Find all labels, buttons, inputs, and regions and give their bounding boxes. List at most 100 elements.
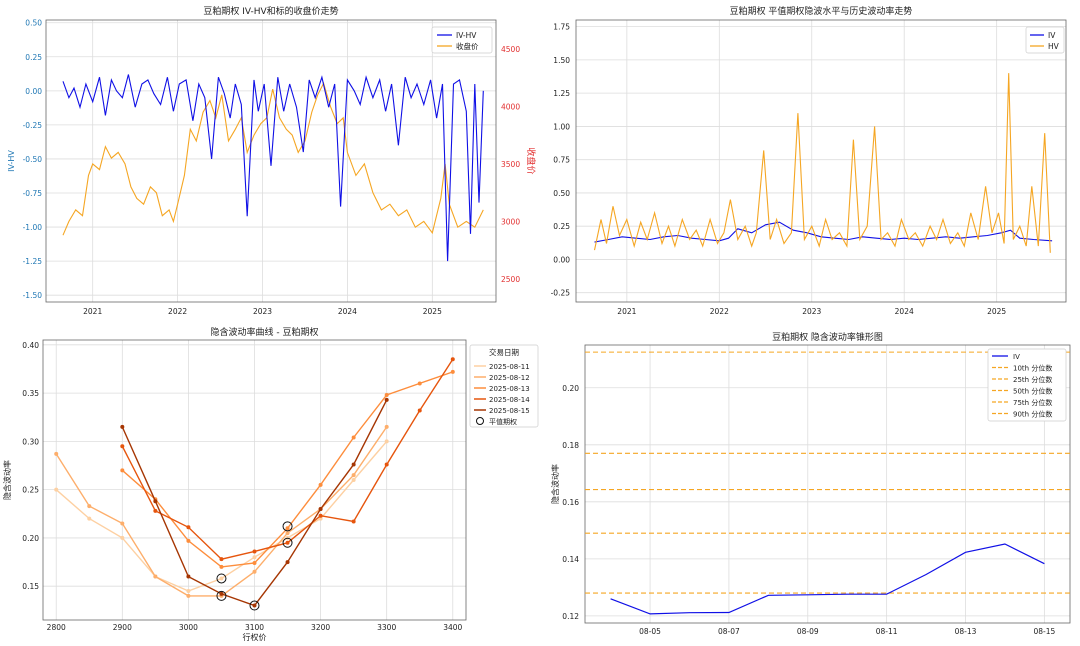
y-left-tick-label: -1.00 bbox=[23, 223, 43, 232]
y-right-tick-label: 3500 bbox=[501, 160, 520, 169]
y-axis-label: 隐含波动率 bbox=[2, 460, 12, 500]
atm-marker bbox=[216, 573, 227, 584]
y-axis-label: 隐含波动率 bbox=[550, 464, 560, 504]
x-tick-label: 08-15 bbox=[1033, 627, 1055, 636]
y-tick-label: 0.00 bbox=[553, 255, 570, 264]
legend-label: 2025-08-15 bbox=[489, 407, 530, 415]
data-point bbox=[384, 462, 389, 467]
legend-label: 75th 分位数 bbox=[1013, 398, 1052, 407]
y-tick-label: 1.00 bbox=[553, 122, 570, 131]
data-point bbox=[285, 526, 290, 531]
panel-iv-hv-level: 豆粕期权 平值期权隐波水平与历史波动率走势 1.75 1.50 1.25 1.00 0.7… bbox=[551, 5, 1067, 316]
legend-label: 2025-08-13 bbox=[489, 385, 530, 393]
atm-marker bbox=[282, 521, 293, 532]
x-tick-label: 2025 bbox=[987, 307, 1006, 316]
data-point bbox=[186, 538, 191, 543]
legend-label: 50th 分位数 bbox=[1013, 387, 1052, 396]
data-point bbox=[219, 557, 224, 562]
data-point bbox=[153, 574, 158, 579]
atm-marker bbox=[216, 590, 227, 601]
data-point bbox=[384, 439, 389, 444]
data-point bbox=[285, 540, 290, 545]
data-point bbox=[120, 535, 125, 540]
y-tick-label: 1.25 bbox=[553, 89, 570, 98]
y-right-tick-label: 2500 bbox=[501, 275, 520, 284]
y-tick-label: 0.50 bbox=[553, 189, 570, 198]
y-tick-label: 1.75 bbox=[553, 23, 570, 32]
y-tick-label: 0.18 bbox=[562, 441, 579, 450]
y-left-tick-label: -1.50 bbox=[23, 291, 43, 300]
chart-title: 豆粕期权 隐含波动率锥形图 bbox=[772, 331, 883, 343]
y-tick-label: 0.25 bbox=[22, 486, 39, 495]
y-left-tick-label: 0.00 bbox=[25, 87, 42, 96]
y-left-tick-label: -0.75 bbox=[23, 189, 43, 198]
x-tick-label: 2023 bbox=[802, 307, 821, 316]
data-point bbox=[351, 478, 356, 482]
x-tick-label: 2021 bbox=[617, 307, 636, 316]
x-tick-label: 08-09 bbox=[797, 627, 819, 636]
series-line-iv bbox=[610, 543, 1045, 615]
legend-swatch bbox=[476, 417, 484, 425]
y-left-tick-label: 0.25 bbox=[25, 53, 42, 62]
y-right-tick-label: 4500 bbox=[501, 45, 520, 54]
legend-label: 平值期权 bbox=[489, 417, 517, 426]
data-point bbox=[186, 574, 191, 579]
legend-label: 2025-08-11 bbox=[489, 363, 530, 371]
data-point bbox=[54, 487, 59, 492]
legend-label: 10th 分位数 bbox=[1013, 364, 1052, 373]
plot-frame bbox=[575, 19, 1067, 303]
data-point bbox=[252, 555, 257, 560]
legend-label: 90th 分位数 bbox=[1013, 410, 1052, 419]
data-point bbox=[87, 516, 92, 521]
x-tick-label: 3000 bbox=[179, 623, 198, 632]
data-point bbox=[153, 499, 158, 504]
y-tick-label: 0.12 bbox=[562, 612, 579, 621]
x-tick-label: 2900 bbox=[113, 623, 132, 632]
legend-label: IV-HV bbox=[456, 31, 477, 40]
legend-box bbox=[469, 344, 539, 428]
x-tick-label: 2025 bbox=[423, 307, 442, 316]
y-tick-label: 0.30 bbox=[22, 437, 39, 446]
x-tick-label: 2024 bbox=[895, 307, 914, 316]
atm-marker bbox=[282, 537, 293, 548]
y-tick-label: 0.15 bbox=[22, 582, 39, 591]
data-point bbox=[219, 576, 224, 581]
data-point bbox=[318, 482, 323, 487]
data-point bbox=[384, 393, 389, 398]
y-tick-label: 0.20 bbox=[22, 534, 39, 543]
legend-title: 交易日期 bbox=[489, 347, 519, 357]
legend-label: HV bbox=[1048, 42, 1060, 51]
y-tick-label: 0.16 bbox=[562, 498, 579, 507]
y-right-tick-label: 4000 bbox=[501, 102, 520, 111]
data-point bbox=[417, 381, 422, 386]
atm-marker bbox=[249, 600, 260, 611]
y-right-tick-label: 3000 bbox=[501, 217, 520, 226]
series-line-close-price bbox=[62, 81, 484, 236]
data-point bbox=[318, 506, 323, 511]
panel-iv-hv-price: 豆粕期权 IV-HV和标的收盘价走势 0.50 0.25 0.00 -0.25 -0.50… bbox=[7, 5, 537, 316]
plot-frame bbox=[584, 344, 1071, 624]
y-tick-label: 0.35 bbox=[22, 389, 39, 398]
data-point bbox=[384, 397, 389, 402]
y-left-tick-label: -0.50 bbox=[23, 155, 43, 164]
data-point bbox=[450, 357, 455, 362]
data-point bbox=[318, 516, 323, 521]
x-tick-label: 3100 bbox=[245, 623, 264, 632]
legend-label: IV bbox=[1048, 31, 1056, 40]
data-point bbox=[186, 525, 191, 530]
x-tick-label: 08-07 bbox=[718, 627, 740, 636]
data-point bbox=[351, 462, 356, 467]
data-point bbox=[120, 444, 125, 449]
x-tick-label: 08-05 bbox=[639, 627, 661, 636]
data-point bbox=[120, 424, 125, 429]
y-tick-label: 0.75 bbox=[553, 156, 570, 165]
data-point bbox=[219, 591, 224, 596]
plot-frame bbox=[42, 339, 467, 621]
x-tick-label: 08-11 bbox=[876, 627, 898, 636]
x-tick-label: 2022 bbox=[710, 307, 729, 316]
data-point bbox=[219, 564, 224, 569]
data-point bbox=[120, 468, 125, 473]
data-point bbox=[252, 561, 257, 566]
data-point bbox=[252, 569, 257, 574]
legend-label: 25th 分位数 bbox=[1013, 375, 1052, 384]
